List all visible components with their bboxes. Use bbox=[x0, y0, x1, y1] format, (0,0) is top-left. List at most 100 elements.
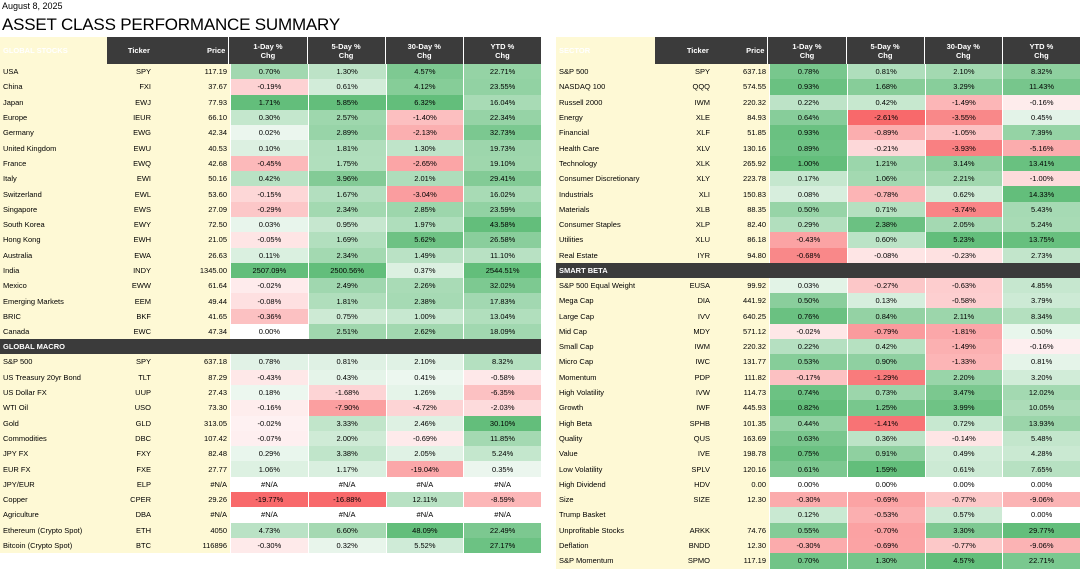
cell-ticker: IVW bbox=[656, 384, 714, 401]
cell-5-day: 2500.56% bbox=[307, 262, 386, 279]
table-row: BRIC BKF 41.65 -0.36% 0.75% 1.00% 13.04% bbox=[0, 308, 541, 325]
cell-ytd: #N/A bbox=[463, 507, 541, 523]
cell-ticker: SPY bbox=[656, 64, 714, 80]
cell-1-day: #N/A bbox=[230, 507, 308, 523]
cell-ticker: DBC bbox=[108, 430, 155, 447]
cell-ytd: 30.10% bbox=[463, 415, 541, 431]
table-row: Health Care XLV 130.16 0.89% -0.21% -3.93% -5.… bbox=[556, 140, 1080, 156]
cell-1-day: 0.22% bbox=[769, 339, 847, 355]
cell-ytd: 11.43% bbox=[1002, 79, 1080, 95]
cell-ticker: MDY bbox=[656, 323, 714, 340]
cell-ticker: FXI bbox=[108, 79, 155, 95]
table-row: France EWQ 42.68 -0.45% 1.75% -2.65% 19.10% bbox=[0, 155, 541, 172]
column-header-ytd: YTD % Chg bbox=[1001, 37, 1080, 64]
cell-price: 82.48 bbox=[155, 446, 230, 462]
cell-1-day: 0.78% bbox=[230, 354, 308, 370]
cell-ticker: EWC bbox=[108, 324, 155, 340]
cell-5-day: 0.36% bbox=[846, 430, 925, 447]
table-row: Singapore EWS 27.09 -0.29% 2.34% 2.85% 23.59% bbox=[0, 201, 541, 217]
cell-1-day: -0.19% bbox=[230, 79, 308, 95]
cell-30-day: 3.14% bbox=[924, 155, 1003, 172]
cell-1-day: -0.43% bbox=[230, 369, 308, 385]
table-row: Mega Cap DIA 441.92 0.50% 0.13% -0.58% 3.79% bbox=[556, 293, 1080, 309]
cell-1-day: 0.11% bbox=[230, 247, 308, 263]
table-row: Switzerland EWL 53.60 -0.15% 1.67% -3.04% 16.0… bbox=[0, 186, 541, 202]
cell-ticker: XLY bbox=[656, 171, 714, 187]
cell-30-day: 2.38% bbox=[385, 293, 464, 309]
cell-ytd: 4.28% bbox=[1002, 446, 1080, 462]
cell-5-day: #N/A bbox=[307, 507, 386, 523]
column-header-ticker: Ticker bbox=[686, 46, 709, 55]
cell-price: 220.32 bbox=[714, 339, 769, 355]
section-title: SECTOR bbox=[556, 37, 656, 64]
cell-1-day: -0.43% bbox=[769, 232, 847, 248]
cell-1-day: -0.07% bbox=[230, 430, 308, 447]
cell-30-day: 2.10% bbox=[385, 354, 464, 370]
cell-ytd: 0.50% bbox=[1002, 323, 1080, 340]
cell-name: Switzerland bbox=[0, 186, 108, 202]
cell-ticker: FXE bbox=[108, 461, 155, 477]
column-header-price: Price bbox=[746, 46, 765, 55]
cell-ticker: UUP bbox=[108, 384, 155, 401]
cell-5-day: -0.21% bbox=[846, 140, 925, 156]
cell-30-day: 4.57% bbox=[385, 64, 464, 80]
cell-30-day: -0.77% bbox=[924, 492, 1003, 508]
cell-ticker: EWQ bbox=[108, 155, 155, 172]
cell-5-day: 2.51% bbox=[307, 324, 386, 340]
cell-5-day: -0.79% bbox=[846, 323, 925, 340]
cell-name: Quality bbox=[556, 430, 656, 447]
cell-ytd: 43.58% bbox=[463, 216, 541, 233]
cell-ytd: 7.39% bbox=[1002, 125, 1080, 141]
table-row: Germany EWG 42.34 0.02% 2.89% -2.13% 32.73% bbox=[0, 125, 541, 141]
table-row: Bitcoin (Crypto Spot) BTC 116896 -0.30% 0.32… bbox=[0, 537, 541, 554]
cell-5-day: 5.85% bbox=[307, 94, 386, 110]
cell-ticker: DBA bbox=[108, 507, 155, 523]
cell-ticker: BNDD bbox=[656, 537, 714, 554]
cell-price: 42.34 bbox=[155, 125, 230, 141]
table-row: Trump Basket 0.12% -0.53% 0.57% 0.00% bbox=[556, 507, 1080, 523]
cell-ytd: 2.73% bbox=[1002, 247, 1080, 263]
cell-1-day: -0.08% bbox=[230, 293, 308, 309]
cell-1-day: -0.30% bbox=[769, 537, 847, 554]
cell-30-day: -0.63% bbox=[924, 277, 1003, 294]
cell-ytd: 19.73% bbox=[463, 140, 541, 156]
cell-ticker: IEUR bbox=[108, 109, 155, 126]
cell-5-day: 3.96% bbox=[307, 171, 386, 187]
cell-30-day: 0.72% bbox=[924, 415, 1003, 431]
cell-30-day: 2.05% bbox=[924, 216, 1003, 233]
cell-30-day: -0.69% bbox=[385, 430, 464, 447]
cell-ytd: 0.00% bbox=[1002, 507, 1080, 523]
table-header: GLOBAL STOCKS Ticker Price 1-Day % Chg 5-Day… bbox=[0, 37, 541, 64]
cell-5-day: 0.42% bbox=[846, 339, 925, 355]
cell-ticker: QUS bbox=[656, 430, 714, 447]
table-row: Micro Cap IWC 131.77 0.53% 0.90% -1.33% 0.81% bbox=[556, 354, 1080, 370]
cell-1-day: 0.03% bbox=[769, 277, 847, 294]
cell-5-day: -16.88% bbox=[307, 492, 386, 508]
table-row: S&P Momentum SPMO 117.19 0.70% 1.30% 4.57% 22.… bbox=[556, 553, 1080, 569]
cell-ytd: #N/A bbox=[463, 476, 541, 493]
cell-ytd: 22.34% bbox=[463, 109, 541, 126]
cell-30-day: 6.32% bbox=[385, 94, 464, 110]
page-title: ASSET CLASS PERFORMANCE SUMMARY bbox=[2, 15, 340, 34]
cell-1-day: -0.29% bbox=[230, 201, 308, 217]
table-row: Energy XLE 84.93 0.64% -2.61% -3.55% 0.45% bbox=[556, 109, 1080, 126]
cell-5-day: 1.68% bbox=[846, 79, 925, 95]
cell-ticker: INDY bbox=[108, 262, 155, 279]
right-panel: SECTOR Ticker Price 1-Day % Chg 5-Day % Chg 3… bbox=[556, 37, 1080, 569]
cell-ytd: 32.02% bbox=[463, 278, 541, 294]
cell-name: Bitcoin (Crypto Spot) bbox=[0, 537, 108, 554]
cell-ticker: SIZE bbox=[656, 492, 714, 508]
cell-price: 120.16 bbox=[714, 461, 769, 477]
cell-name: Russell 2000 bbox=[556, 94, 656, 110]
cell-price: 101.35 bbox=[714, 415, 769, 431]
cell-ytd: 18.09% bbox=[463, 324, 541, 340]
table-row: India INDY 1345.00 2507.09% 2500.56% 0.37% 254… bbox=[0, 262, 541, 279]
cell-name: Large Cap bbox=[556, 308, 656, 324]
cell-30-day: -19.04% bbox=[385, 461, 464, 477]
cell-5-day: -1.68% bbox=[307, 384, 386, 401]
cell-ytd: 16.04% bbox=[463, 94, 541, 110]
cell-ticker: IWC bbox=[656, 354, 714, 370]
cell-1-day: -19.77% bbox=[230, 492, 308, 508]
cell-ticker: EWG bbox=[108, 125, 155, 141]
cell-ticker: EWJ bbox=[108, 94, 155, 110]
